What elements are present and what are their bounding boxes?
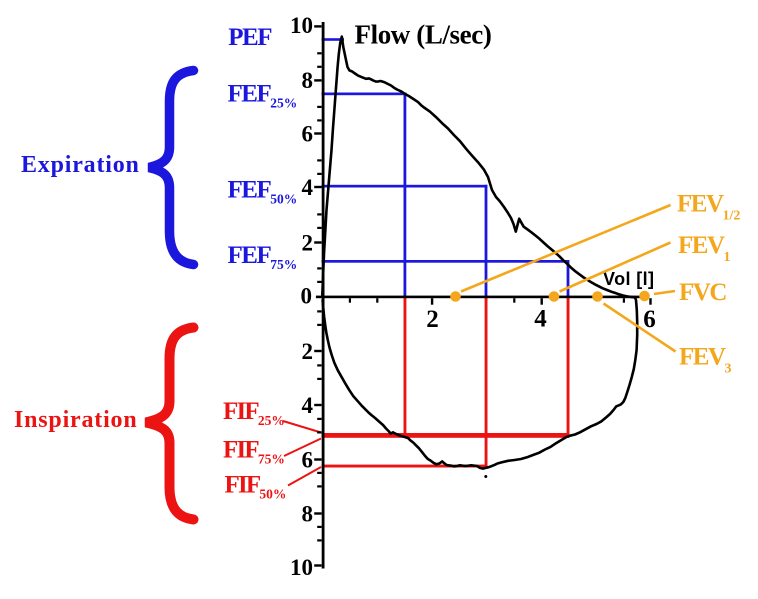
- svg-text:10: 10: [290, 555, 313, 580]
- svg-text:10: 10: [290, 13, 313, 38]
- svg-text:4: 4: [534, 306, 547, 333]
- svg-text:4: 4: [302, 175, 314, 200]
- svg-text:6: 6: [643, 306, 656, 333]
- svg-text:2: 2: [426, 306, 439, 333]
- svg-text:Expiration: Expiration: [21, 152, 140, 178]
- svg-text:8: 8: [302, 68, 314, 93]
- svg-text:FVC: FVC: [679, 279, 726, 306]
- svg-text:PEF: PEF: [228, 24, 272, 51]
- svg-text:2: 2: [302, 231, 314, 256]
- svg-text:4: 4: [302, 393, 314, 418]
- svg-text:Inspiration: Inspiration: [14, 407, 138, 433]
- svg-text:8: 8: [302, 502, 314, 527]
- svg-text:FEF25%: FEF25%: [228, 81, 298, 111]
- svg-text:FEF75%: FEF75%: [228, 242, 298, 272]
- svg-text:Flow (L/sec): Flow (L/sec): [355, 20, 492, 50]
- svg-text:Vol [l]: Vol [l]: [603, 269, 654, 289]
- svg-text:2: 2: [302, 339, 314, 364]
- svg-text:0: 0: [301, 284, 313, 309]
- svg-text:6: 6: [302, 448, 314, 473]
- svg-text:FEF50%: FEF50%: [228, 177, 298, 207]
- svg-text:6: 6: [302, 122, 314, 147]
